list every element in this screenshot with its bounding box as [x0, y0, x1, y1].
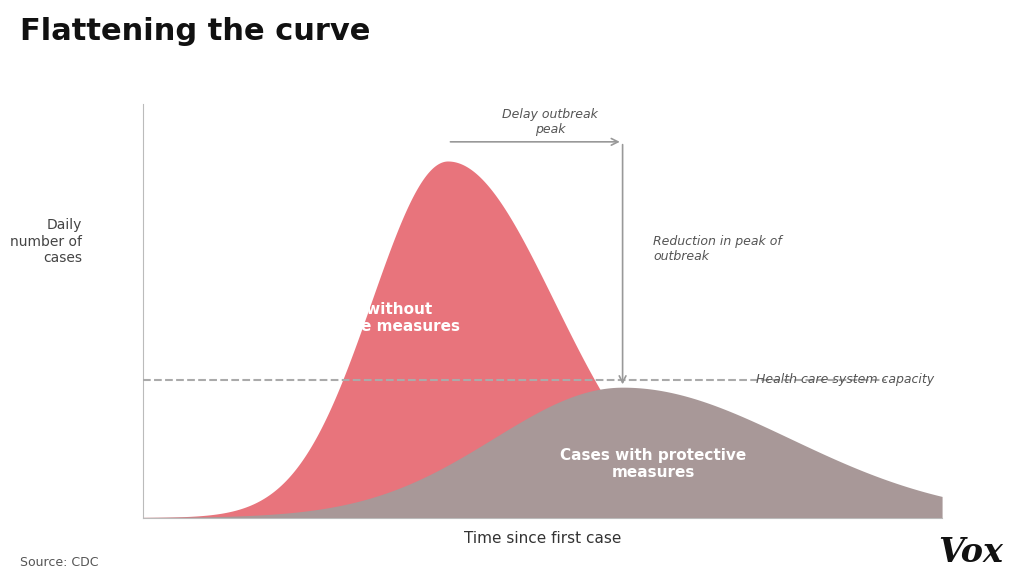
Text: Reduction in peak of
outbreak: Reduction in peak of outbreak: [653, 235, 781, 263]
Text: Flattening the curve: Flattening the curve: [20, 17, 371, 46]
Text: Delay outbreak
peak: Delay outbreak peak: [503, 108, 598, 136]
Text: Cases with protective
measures: Cases with protective measures: [560, 447, 746, 480]
Text: Daily
number of
cases: Daily number of cases: [10, 218, 82, 265]
Text: Health care system capacity: Health care system capacity: [757, 373, 935, 386]
Text: Cases without
protective measures: Cases without protective measures: [283, 302, 460, 335]
Text: Vox: Vox: [939, 536, 1004, 569]
Text: Source: CDC: Source: CDC: [20, 556, 99, 569]
X-axis label: Time since first case: Time since first case: [464, 531, 622, 546]
